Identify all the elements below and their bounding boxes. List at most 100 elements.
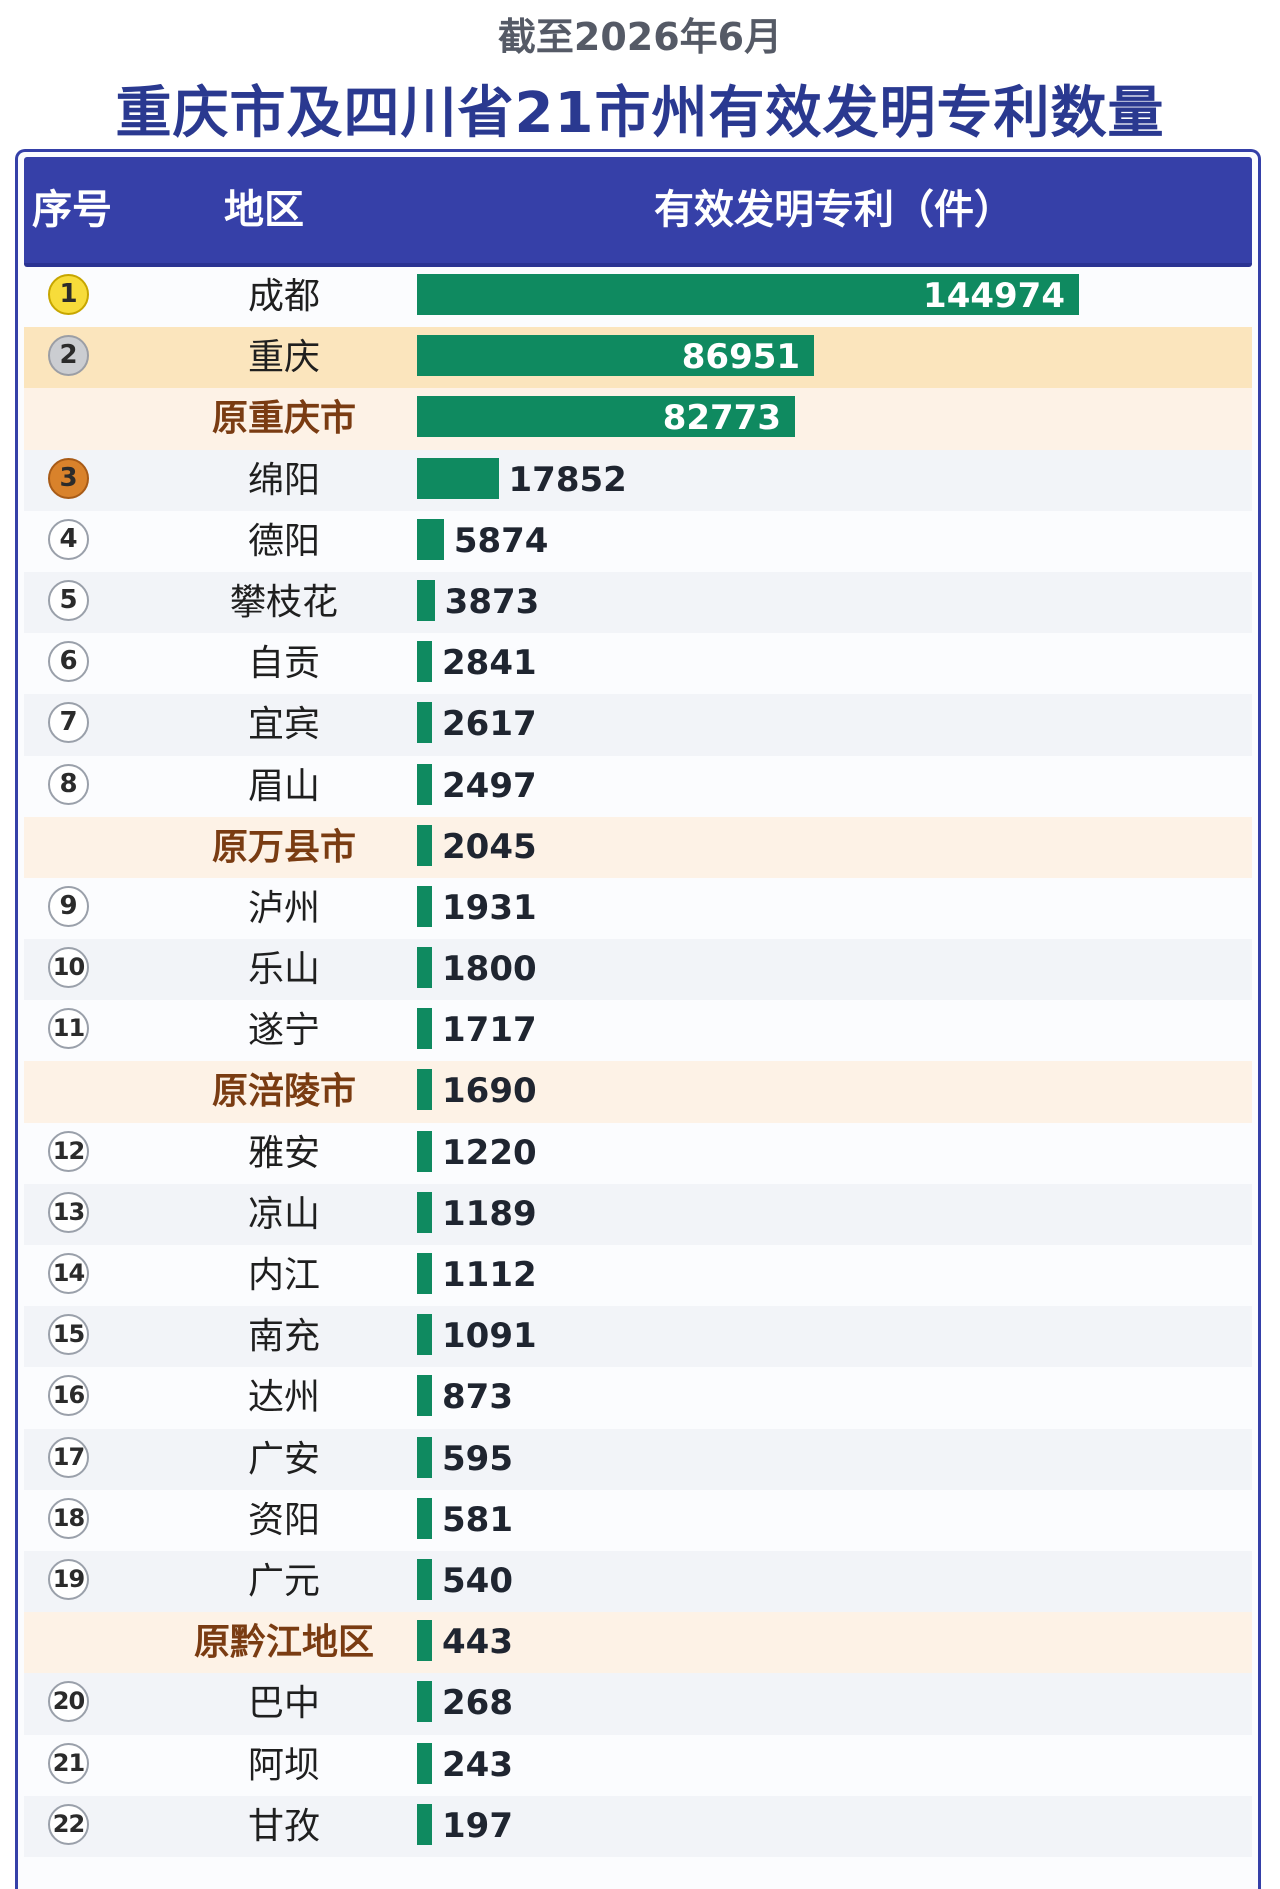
bar: [417, 579, 435, 621]
bar: [417, 1253, 432, 1294]
region-label: 自贡: [247, 643, 320, 685]
value-label: 443: [442, 1622, 513, 1663]
region-label: 广元: [247, 1560, 320, 1602]
rank-badge: 9: [48, 885, 89, 927]
bar: [417, 1803, 432, 1845]
rank-badge: 14: [48, 1253, 89, 1294]
value-label: 873: [442, 1377, 513, 1418]
table-row: 1 成都 144974: [24, 266, 1252, 327]
rank-badge: 4: [48, 518, 89, 560]
value-label: 3873: [444, 581, 540, 622]
table-row: 6 自贡 2841: [24, 633, 1252, 694]
region-label: 南充: [247, 1316, 320, 1358]
rank-badge: 8: [48, 763, 89, 805]
region-label: 甘孜: [247, 1805, 320, 1847]
value-label: 243: [442, 1744, 513, 1785]
rank-badge: 20: [48, 1681, 89, 1723]
header-value: 有效发明专利（件）: [654, 187, 1014, 233]
region-label: 广安: [247, 1438, 320, 1480]
region-label: 巴中: [247, 1683, 320, 1725]
region-label: 原涪陵市: [211, 1071, 356, 1113]
region-label: 乐山: [247, 949, 320, 991]
rank-badge: 21: [48, 1742, 89, 1784]
bar: [417, 1314, 432, 1356]
region-label: 凉山: [247, 1193, 320, 1235]
region-label: 原黔江地区: [193, 1622, 374, 1664]
rank-badge: 16: [48, 1375, 89, 1417]
rank-badge: 22: [48, 1803, 89, 1845]
rank-badge: 2: [48, 335, 89, 377]
value-label: 86951: [681, 337, 801, 378]
region-label: 原万县市: [211, 826, 356, 868]
rank-badge: 15: [48, 1314, 89, 1356]
date-subtitle: 截至2026年6月: [497, 15, 783, 59]
value-label: 2841: [442, 643, 537, 684]
table-row: 3 绵阳 17852: [24, 449, 1252, 511]
bar: [417, 702, 432, 744]
table-row: 16 达州 873: [24, 1367, 1252, 1428]
table-row: 13 凉山 1189: [24, 1183, 1252, 1245]
rank-badge: 12: [48, 1130, 89, 1172]
table-row: 19 广元 540: [24, 1550, 1252, 1613]
value-label: 17852: [508, 459, 627, 500]
bar: [417, 763, 432, 805]
region-label: 原重庆市: [211, 398, 356, 440]
table-row: 原重庆市 82773: [24, 388, 1252, 450]
table-row: 17 广安 595: [24, 1428, 1252, 1490]
table-row: 原涪陵市 1690: [24, 1061, 1252, 1123]
bar: [417, 1558, 432, 1600]
value-label: 1931: [442, 887, 537, 928]
bar: [417, 947, 432, 989]
value-label: 581: [442, 1499, 513, 1540]
region-label: 内江: [247, 1255, 320, 1296]
value-label: 2045: [442, 826, 537, 867]
table-row: 10 乐山 1800: [24, 939, 1252, 1001]
rank-badge: 5: [48, 579, 89, 621]
rank-badge: 18: [48, 1497, 89, 1539]
value-label: 1220: [442, 1132, 537, 1173]
value-label: 1690: [442, 1071, 537, 1112]
region-label: 攀枝花: [229, 581, 338, 623]
value-label: 1800: [442, 949, 537, 990]
bar: [417, 274, 1079, 315]
table-row: 5 攀枝花 3873: [24, 571, 1252, 634]
bar: [417, 1436, 432, 1478]
table-row: 12 雅安 1220: [24, 1123, 1252, 1184]
region-label: 德阳: [247, 520, 320, 562]
chart-title: 重庆市及四川省21市州有效发明专利数量: [115, 81, 1165, 146]
rank-badge: 7: [48, 702, 89, 744]
table-row: 18 资阳 581: [24, 1490, 1252, 1551]
value-label: 1717: [442, 1010, 537, 1051]
table-row: 11 遂宁 1717: [24, 1000, 1252, 1061]
region-label: 成都: [247, 276, 320, 317]
bar: [417, 1069, 432, 1111]
header-rank: 序号: [32, 187, 112, 233]
table-row: 2 重庆 86951: [24, 327, 1252, 389]
region-label: 遂宁: [247, 1010, 320, 1052]
bar: [417, 1497, 432, 1539]
table-row: 7 宜宾 2617: [24, 694, 1252, 756]
value-label: 1091: [442, 1316, 537, 1357]
value-label: 595: [442, 1438, 513, 1479]
bar: [417, 1130, 432, 1172]
bar: [417, 335, 815, 377]
value-label: 2617: [442, 704, 537, 745]
table-row: 原黔江地区 443: [24, 1612, 1252, 1674]
bar: [417, 1620, 432, 1662]
value-label: 5874: [453, 520, 549, 561]
bar: [417, 1008, 432, 1050]
bar: [417, 1375, 432, 1417]
region-label: 绵阳: [247, 459, 320, 501]
bar: [417, 1191, 432, 1233]
bar: [417, 824, 432, 866]
rank-badge: 17: [48, 1436, 89, 1478]
rank-badge: 10: [48, 947, 89, 989]
bar: [417, 518, 444, 560]
table-header: 序号 地区 有效发明专利（件）: [24, 157, 1252, 267]
bar: [417, 457, 499, 499]
region-label: 重庆: [247, 337, 320, 379]
value-label: 1112: [442, 1255, 537, 1295]
rank-badge: 11: [48, 1008, 89, 1050]
table-row: 9 泸州 1931: [24, 878, 1252, 939]
bar: [417, 1742, 432, 1784]
